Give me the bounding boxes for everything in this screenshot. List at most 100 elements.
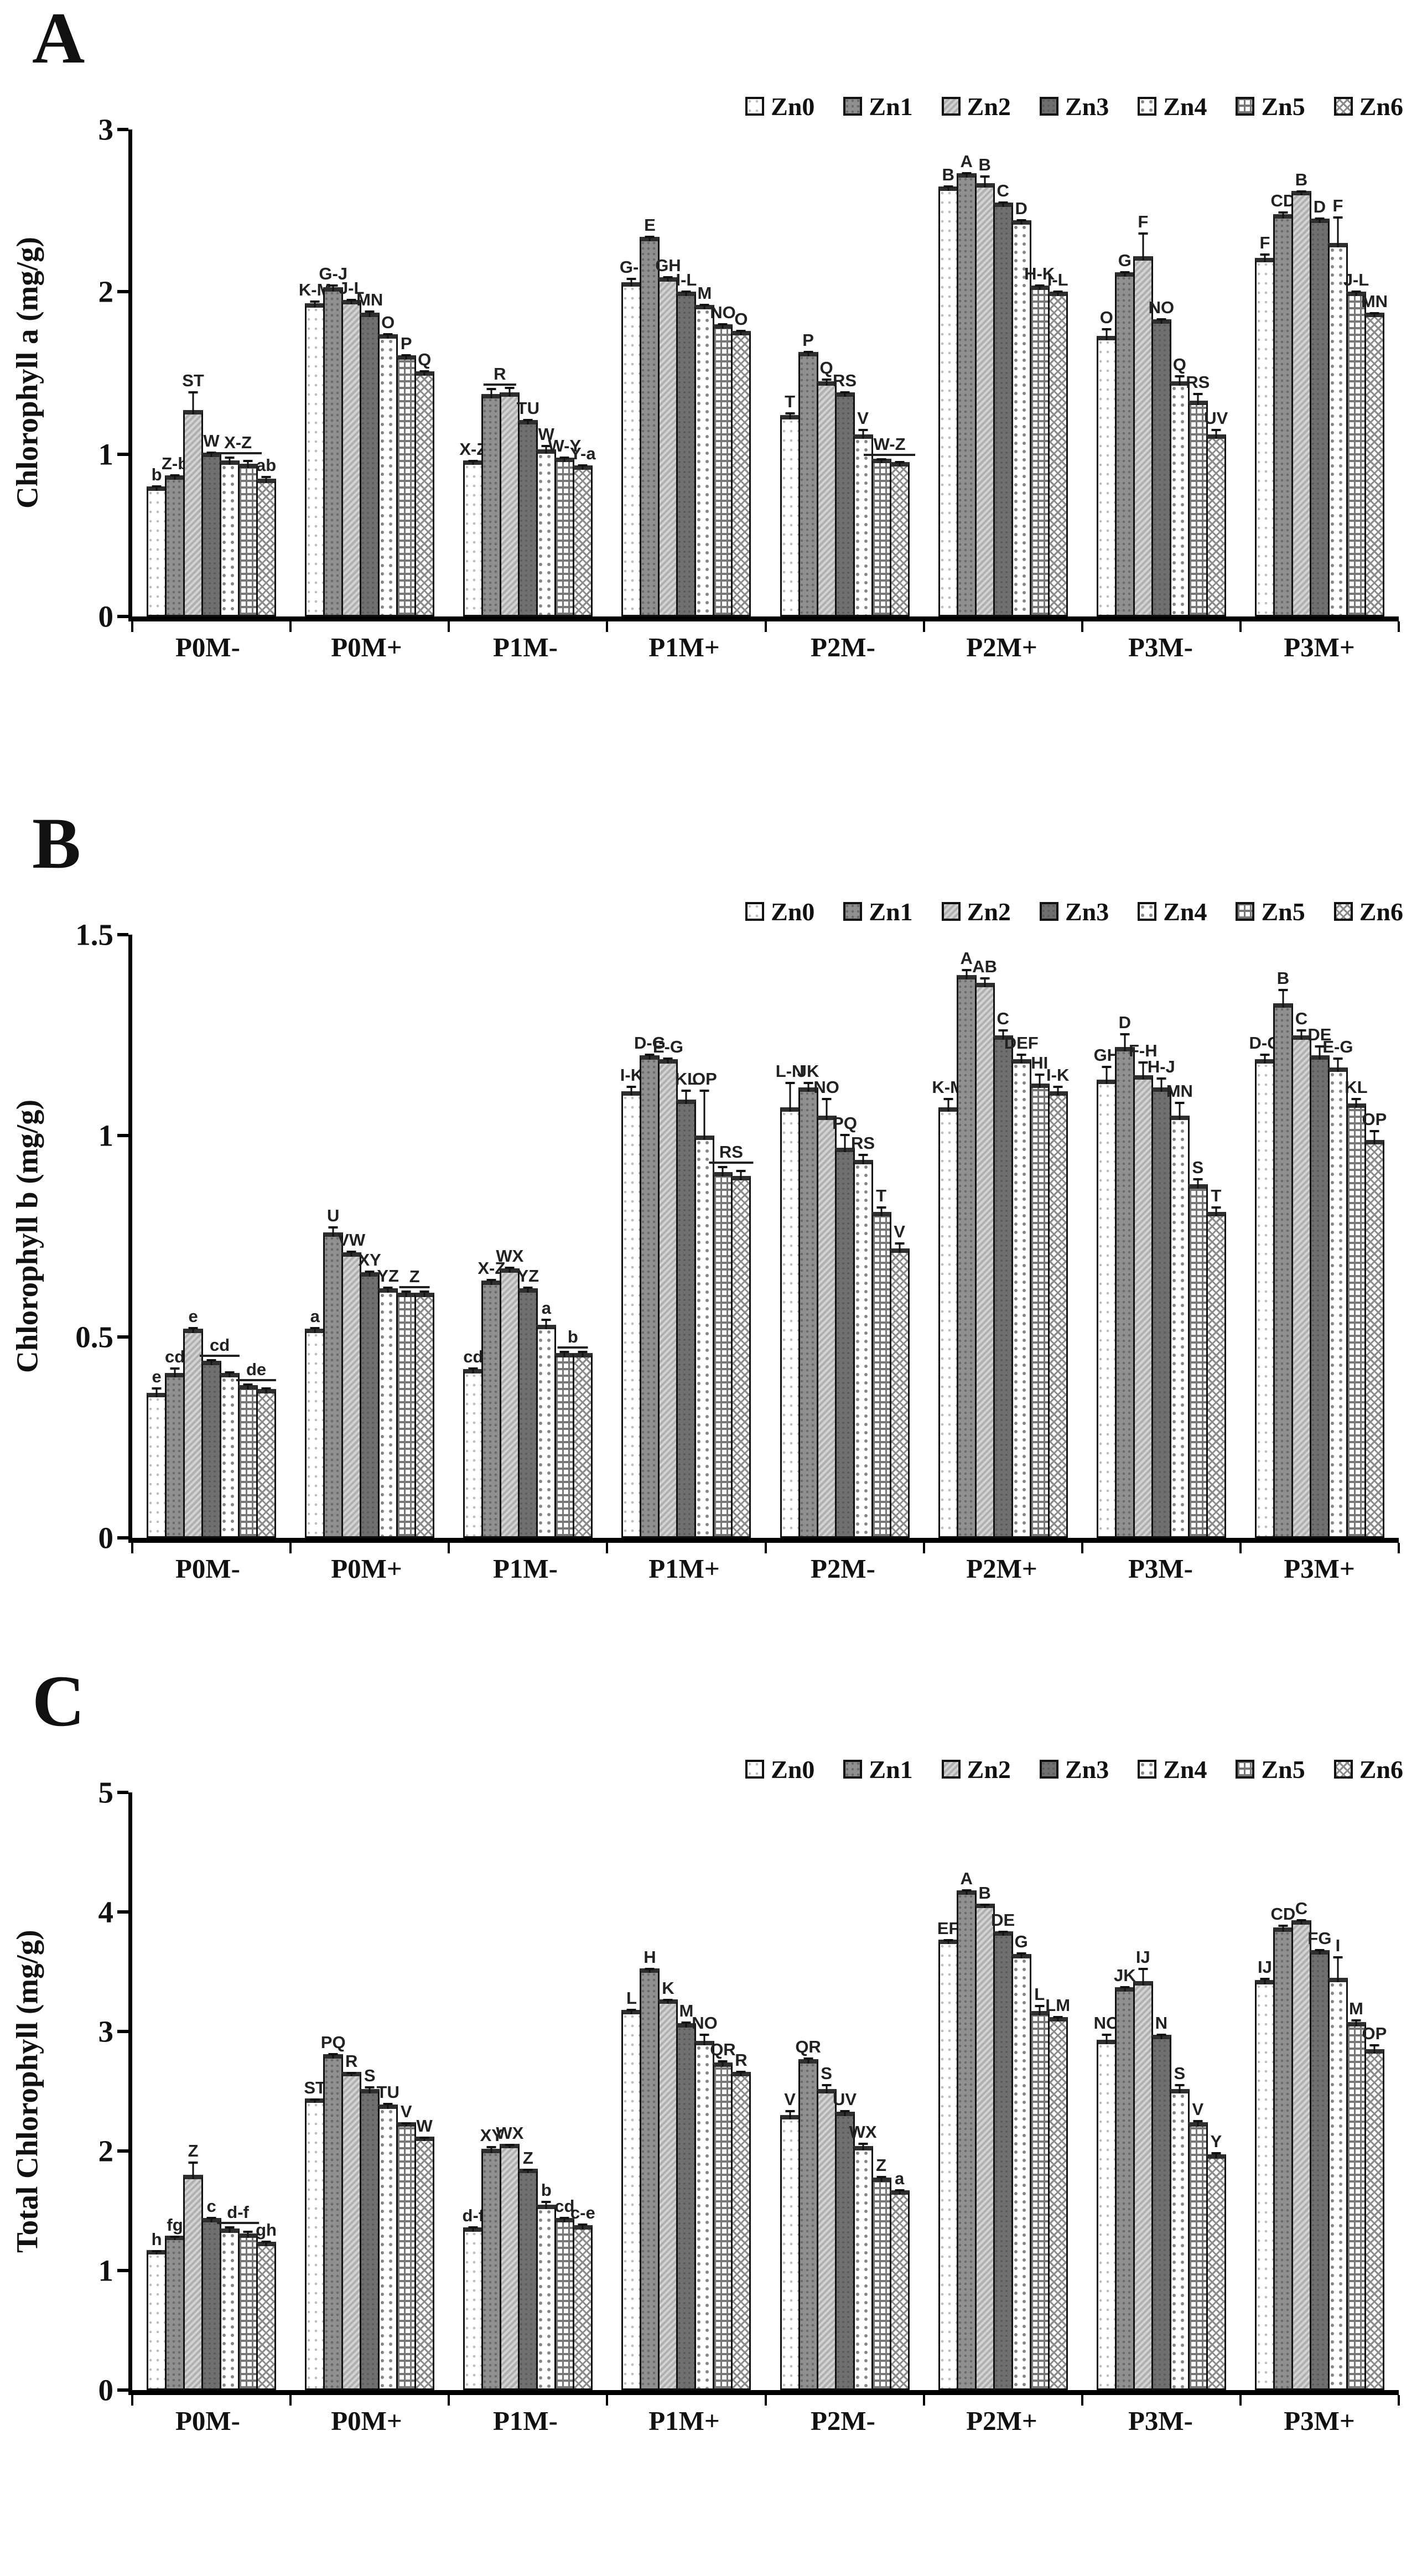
- error-bar: [1337, 1060, 1339, 1072]
- legend-label: Zn6: [1359, 92, 1403, 121]
- error-bar: [722, 2062, 724, 2067]
- significance-letter: P: [802, 330, 814, 350]
- bar-B-P0M--zn2: e: [183, 1308, 204, 1538]
- significance-letter: WX: [496, 2123, 524, 2143]
- error-bar-cap: [541, 1319, 551, 1321]
- significance-letter: NO: [1148, 298, 1175, 318]
- bar-C-P0M--zn0: h: [147, 2231, 167, 2390]
- error-bar-cap: [962, 172, 972, 175]
- error-bar: [862, 2144, 864, 2151]
- bar-A-P3M+-zn4: F: [1327, 197, 1348, 616]
- y-axis-title-c: Total Chlorophyll (mg/g): [10, 1930, 44, 2253]
- group-P1M+: I-K D-G E-G KL OP RS: [607, 935, 765, 1538]
- y-tick: [117, 933, 128, 936]
- legend-swatch-zn6-icon: [1333, 97, 1353, 116]
- significance-letter: P: [400, 333, 412, 353]
- error-bar-cap: [1156, 1077, 1166, 1080]
- significance-letter: YZ: [517, 1266, 539, 1286]
- error-bar-cap: [523, 2169, 533, 2171]
- error-bar-cap: [188, 2162, 198, 2164]
- error-bar: [648, 1055, 651, 1060]
- bar-A-P3M+-zn3: D: [1309, 198, 1330, 616]
- error-bar-cap: [645, 235, 655, 238]
- bar-C-P2M+-zn6: LM: [1045, 1997, 1070, 2390]
- significance-letter: W-Y: [548, 436, 582, 455]
- error-bar-cap: [998, 1931, 1008, 1934]
- error-bar-cap: [1035, 2005, 1045, 2008]
- significance-letter: X-Z: [214, 434, 262, 454]
- error-bar: [966, 1891, 968, 1895]
- error-bar-cap: [1260, 1977, 1270, 1980]
- legend-item-zn6: Zn6: [1333, 1755, 1403, 1784]
- legend-swatch-zn1-icon: [843, 902, 863, 921]
- y-tick: [117, 452, 128, 456]
- error-bar-cap: [1120, 1033, 1130, 1036]
- y-tick-label: 3: [98, 2014, 114, 2049]
- error-bar-cap: [943, 185, 953, 188]
- error-bar-cap: [1315, 1948, 1325, 1951]
- error-bar: [862, 1156, 864, 1164]
- error-bar-cap: [206, 2216, 216, 2219]
- bar-B-P3M+-zn3: DE: [1307, 1026, 1331, 1538]
- legend-A: Zn0 Zn1 Zn2 Zn3 Zn4 Zn5 Zn6: [0, 83, 1422, 129]
- bar-C-P1M--zn4: b: [536, 2181, 557, 2390]
- error-bar-cap: [1120, 1986, 1130, 1988]
- legend-item-zn3: Zn3: [1039, 92, 1109, 121]
- bar-C-P2M+-zn3: DE: [991, 1911, 1015, 2390]
- significance-letter: RS: [709, 1143, 753, 1164]
- legend-label: Zn1: [869, 1755, 913, 1784]
- error-bar-cap: [1175, 2083, 1185, 2086]
- legend-label: Zn2: [967, 1755, 1011, 1784]
- bar-B-P0M--zn4: [220, 1371, 240, 1538]
- error-bar-cap: [785, 1081, 795, 1084]
- y-tick-label: 0: [98, 1521, 114, 1555]
- error-bar: [369, 1273, 371, 1277]
- error-bar-cap: [310, 1326, 320, 1329]
- bar-B-P3M+-zn2: C: [1291, 1010, 1311, 1538]
- x-tick: [1081, 1543, 1083, 1553]
- x-category-label: P0M+: [331, 631, 402, 662]
- y-tick-label: 1: [98, 1118, 114, 1153]
- error-bar: [210, 453, 212, 457]
- bar-B-P1M+-zn4: OP: [692, 1070, 717, 1538]
- legend-swatch-zn5-icon: [1236, 902, 1255, 921]
- y-tick-label: 0.5: [75, 1320, 113, 1354]
- error-bar: [563, 458, 565, 462]
- significance-letter: Z: [399, 1268, 430, 1289]
- significance-letter: I-L: [676, 270, 697, 290]
- x-tick: [922, 1543, 925, 1553]
- error-bar: [966, 971, 968, 979]
- bar-C-P0M--zn1: fg: [165, 2216, 185, 2390]
- bar-B-P2M--zn6: V: [889, 1223, 910, 1538]
- error-bar: [880, 1208, 883, 1217]
- significance-letter: V: [894, 1222, 905, 1242]
- error-bar: [667, 278, 669, 282]
- group-P2M-: L-N JK NO PQ RS T V: [766, 935, 924, 1538]
- error-bar: [807, 353, 809, 356]
- error-bar-cap: [261, 2240, 271, 2243]
- bar-C-P1M+-zn0: L: [621, 1989, 642, 2390]
- bar-A-P3M--zn5: RS: [1186, 374, 1210, 616]
- bar-C-P1M+-zn2: K: [658, 1979, 678, 2390]
- error-bar: [1319, 220, 1321, 224]
- significance-letter: LM: [1045, 1995, 1071, 2015]
- error-bar-cap: [943, 1939, 953, 1942]
- significance-letter: H-J: [1147, 1057, 1175, 1077]
- significance-letter: IJ: [1258, 1957, 1272, 1977]
- error-bar-cap: [699, 2034, 709, 2036]
- error-bar: [155, 1389, 158, 1398]
- significance-letter: F-H: [1128, 1041, 1158, 1061]
- error-bar: [527, 2171, 529, 2174]
- bar-A-P2M--zn0: T: [780, 393, 800, 616]
- error-bar-cap: [206, 1359, 216, 1362]
- significance-letter: D: [1118, 1013, 1132, 1033]
- error-bar: [1264, 1979, 1266, 1985]
- error-bar: [1020, 1955, 1023, 1958]
- error-bar-cap: [998, 1029, 1008, 1032]
- significance-letter: Y-a: [570, 444, 596, 464]
- x-tick: [1239, 1543, 1242, 1553]
- error-bar-cap: [1260, 1053, 1270, 1056]
- bar-B-P0M+-zn4: YZ: [377, 1267, 399, 1538]
- significance-letter: TU: [376, 2082, 399, 2102]
